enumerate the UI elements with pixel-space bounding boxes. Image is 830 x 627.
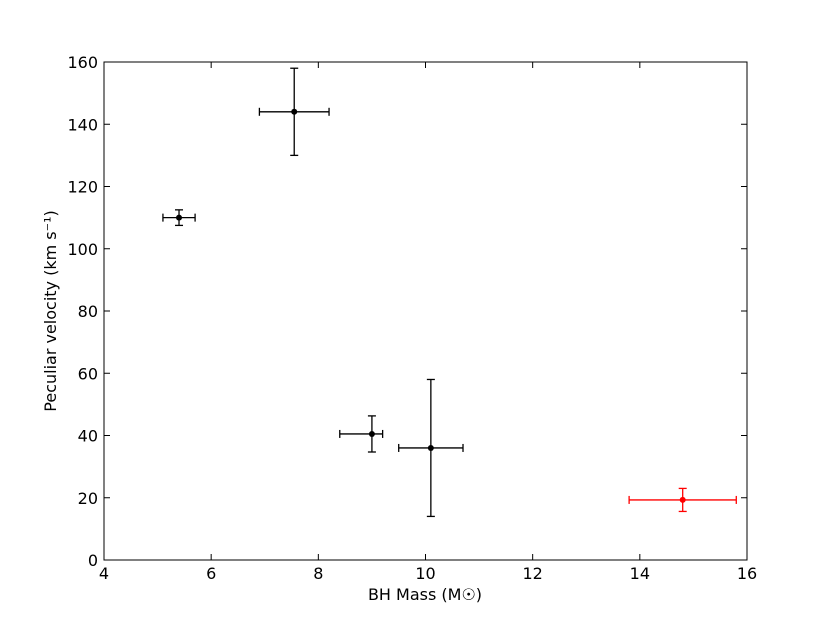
- y-tick-label: 0: [88, 551, 98, 570]
- x-tick-label: 6: [206, 564, 216, 583]
- x-tick-label: 12: [522, 564, 542, 583]
- x-tick-label: 14: [630, 564, 650, 583]
- point: [427, 444, 434, 451]
- point: [679, 496, 686, 503]
- y-axis-label: Peculiar velocity (km s⁻¹): [41, 210, 60, 411]
- x-tick-label: 16: [737, 564, 757, 583]
- y-tick-label: 120: [67, 178, 98, 197]
- x-tick-label: 8: [313, 564, 323, 583]
- y-tick-label: 80: [78, 302, 98, 321]
- point: [368, 430, 375, 437]
- plot-frame: [103, 61, 748, 561]
- x-tick-label: 4: [99, 564, 109, 583]
- y-tick-label: 40: [78, 427, 98, 446]
- x-axis-label: BH Mass (M☉): [368, 585, 482, 604]
- y-tick-label: 100: [67, 240, 98, 259]
- x-tick-label: 10: [415, 564, 435, 583]
- y-tick-label: 20: [78, 489, 98, 508]
- point: [176, 214, 183, 221]
- y-tick-label: 160: [67, 53, 98, 72]
- y-tick-label: 140: [67, 115, 98, 134]
- point: [291, 108, 298, 115]
- y-tick-label: 60: [78, 364, 98, 383]
